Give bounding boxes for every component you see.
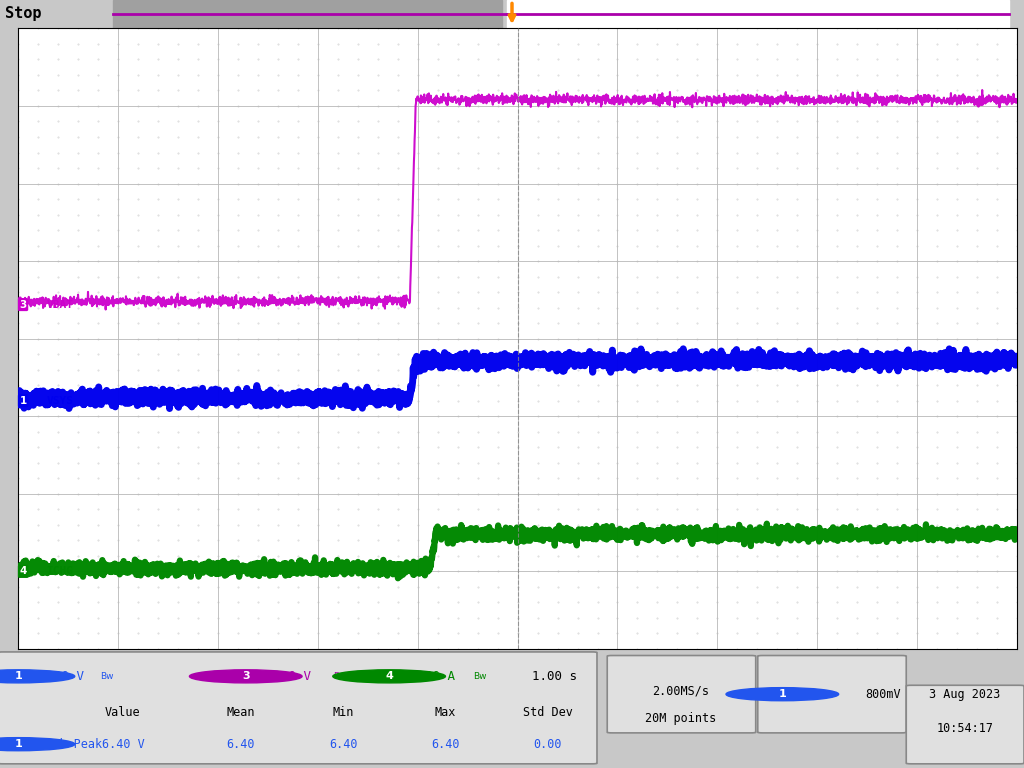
Circle shape	[0, 737, 75, 751]
Text: ICHG: ICHG	[46, 566, 74, 577]
Text: Peak-Peak: Peak-Peak	[39, 738, 103, 750]
FancyBboxPatch shape	[906, 685, 1024, 764]
Text: 0.00: 0.00	[534, 738, 562, 750]
Circle shape	[333, 670, 445, 683]
Text: VBAT: VBAT	[46, 300, 74, 310]
Text: ↗: ↗	[814, 687, 826, 702]
Text: 5.00 V: 5.00 V	[39, 670, 84, 683]
Text: Std Dev: Std Dev	[523, 706, 572, 719]
Text: 6.40 V: 6.40 V	[101, 738, 144, 750]
Text: 3: 3	[19, 300, 27, 310]
Text: 3 Aug 2023: 3 Aug 2023	[930, 687, 1000, 700]
FancyBboxPatch shape	[758, 656, 906, 733]
Text: 800mV: 800mV	[865, 687, 901, 700]
Text: 6.40: 6.40	[226, 738, 255, 750]
FancyBboxPatch shape	[607, 656, 756, 733]
Text: VSYS: VSYS	[46, 396, 74, 406]
Text: Mean: Mean	[226, 706, 255, 719]
Bar	[507, 0, 1009, 28]
Text: 6.40: 6.40	[431, 738, 460, 750]
Text: Stop: Stop	[5, 6, 42, 22]
Text: 1.00 s: 1.00 s	[532, 670, 578, 683]
Text: 4: 4	[385, 671, 393, 681]
Circle shape	[189, 670, 302, 683]
Text: 2.00MS/s: 2.00MS/s	[652, 684, 710, 697]
Text: Bw: Bw	[333, 672, 346, 681]
Text: 10.0 V: 10.0 V	[266, 670, 311, 683]
Circle shape	[726, 687, 839, 700]
Text: Value: Value	[105, 706, 140, 719]
Bar	[113, 0, 502, 28]
Text: 1: 1	[19, 396, 27, 406]
Text: Bw: Bw	[100, 672, 114, 681]
FancyBboxPatch shape	[0, 652, 597, 764]
Text: 1.00 A: 1.00 A	[410, 670, 455, 683]
Text: 1: 1	[778, 689, 786, 699]
Text: 10:54:17: 10:54:17	[937, 722, 993, 735]
Text: Min: Min	[333, 706, 353, 719]
Text: 4: 4	[19, 566, 27, 577]
Text: Max: Max	[435, 706, 456, 719]
Circle shape	[0, 670, 75, 683]
Text: 1: 1	[14, 671, 23, 681]
Text: 20M points: 20M points	[645, 711, 717, 724]
Text: 3: 3	[242, 671, 250, 681]
Text: 6.40: 6.40	[329, 738, 357, 750]
Text: 1: 1	[14, 739, 23, 750]
Text: Bw: Bw	[473, 672, 486, 681]
